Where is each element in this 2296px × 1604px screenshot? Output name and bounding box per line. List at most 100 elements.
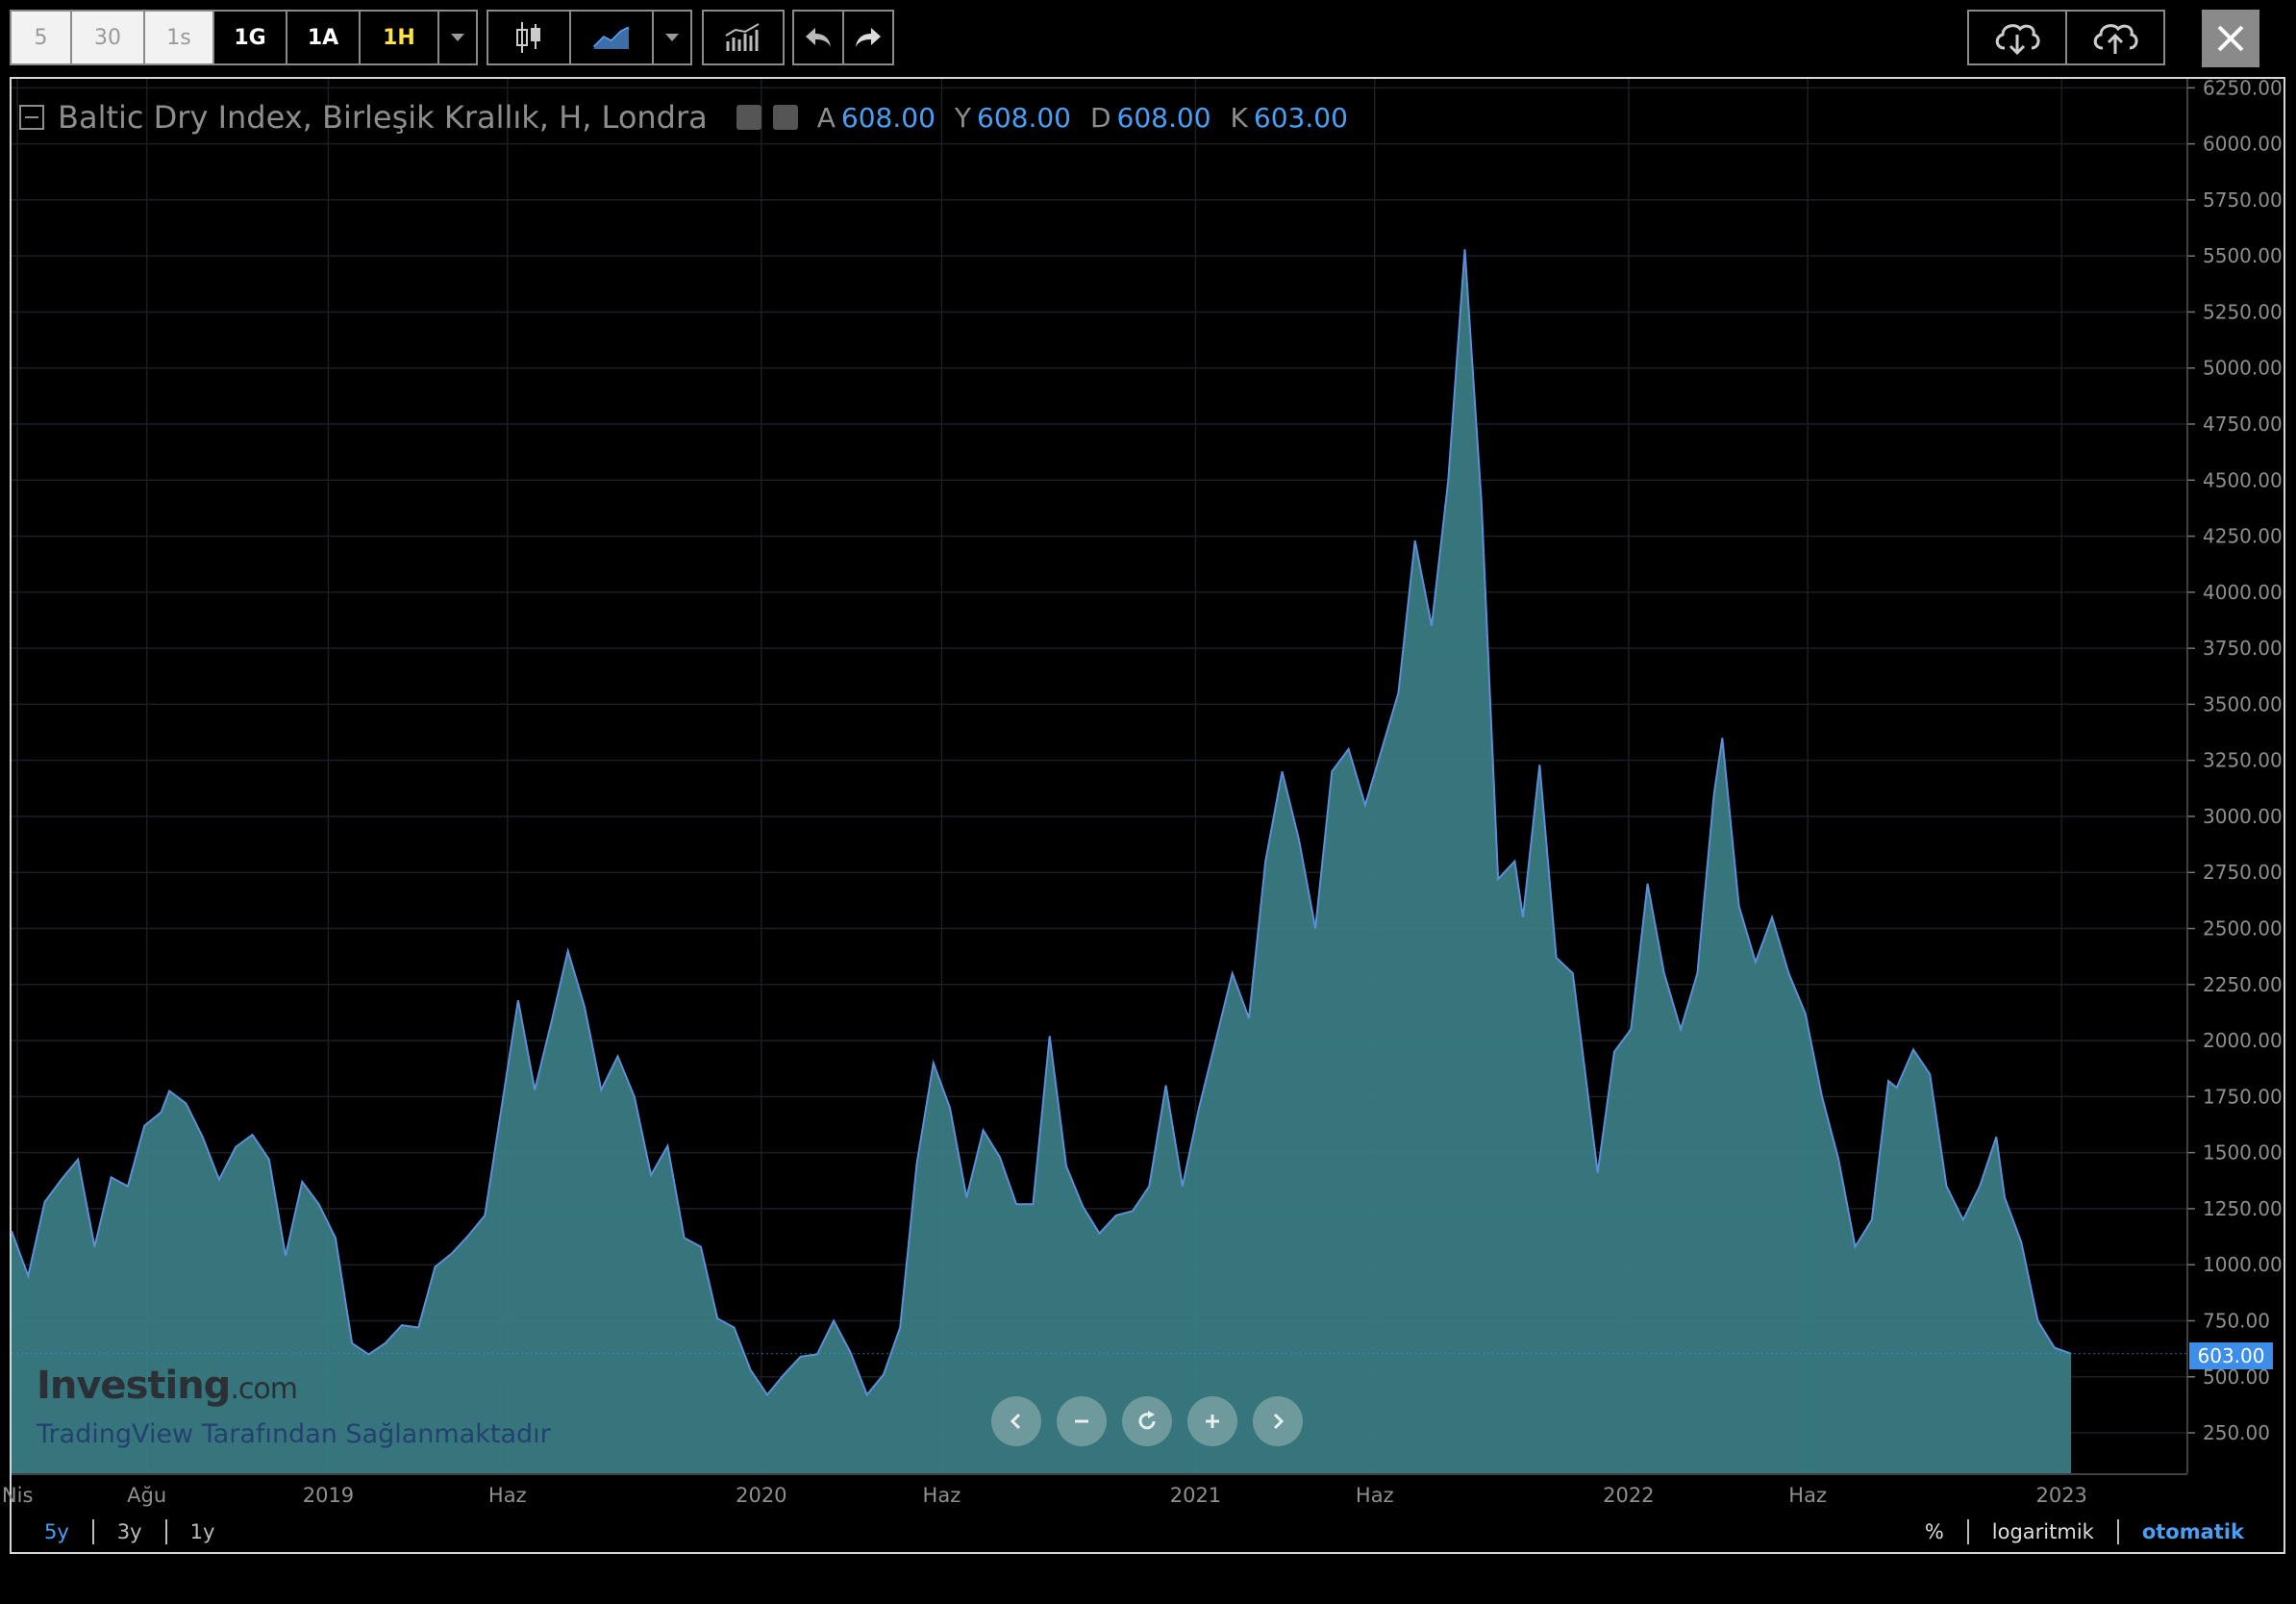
undo-button[interactable]	[792, 10, 844, 65]
zoom-in-button[interactable]	[1187, 1396, 1237, 1446]
interval-label: 1s	[166, 25, 191, 50]
range-5y-button[interactable]: 5y	[44, 1520, 69, 1543]
download-icon	[1995, 24, 2040, 56]
collapse-icon[interactable]	[19, 105, 44, 130]
interval-1s-button[interactable]: 1s	[143, 10, 214, 65]
low-label: D	[1089, 101, 1111, 134]
indicators-button[interactable]	[702, 10, 785, 65]
interval-30-button[interactable]: 30	[70, 10, 145, 65]
x-tick-label: 2022	[1603, 1484, 1654, 1507]
chart-frame	[10, 77, 2285, 1554]
y-tick-label: 4750.00	[2203, 413, 2283, 436]
line-chart-button[interactable]	[569, 10, 654, 65]
y-tick-label: 2750.00	[2203, 861, 2283, 884]
range-1y-button[interactable]: 1y	[189, 1520, 215, 1543]
upload-button[interactable]	[2065, 10, 2165, 65]
chart-legend: Baltic Dry Index, Birleşik Krallık, H, L…	[19, 96, 1348, 138]
y-tick-label: 2250.00	[2203, 973, 2283, 996]
x-tick-label: Haz	[1788, 1484, 1827, 1507]
y-axis: 250.00500.00750.001000.001250.001500.001…	[2186, 76, 2283, 1473]
close-icon	[2217, 25, 2244, 52]
y-tick-label: 4500.00	[2203, 468, 2283, 491]
divider	[91, 1519, 94, 1544]
candlestick-icon	[516, 22, 540, 53]
close-button[interactable]	[2202, 10, 2259, 67]
y-tick-label: 6250.00	[2203, 76, 2283, 99]
series-title: Baltic Dry Index, Birleşik Krallık, H, L…	[58, 99, 708, 136]
watermark: Investing.com TradingView Tarafından Sağ…	[37, 1364, 551, 1449]
series-area	[12, 249, 2072, 1474]
scroll-left-button[interactable]	[991, 1396, 1041, 1446]
redo-button[interactable]	[842, 10, 894, 65]
x-tick-label: 2020	[736, 1484, 786, 1507]
y-tick-label: 4250.00	[2203, 525, 2283, 548]
interval-1a-button[interactable]: 1A	[286, 10, 361, 65]
interval-dropdown-button[interactable]	[437, 10, 478, 65]
download-button[interactable]	[1967, 10, 2067, 65]
interval-5-button[interactable]: 5	[10, 10, 72, 65]
interval-1g-button[interactable]: 1G	[212, 10, 287, 65]
reset-button[interactable]	[1122, 1396, 1172, 1446]
refresh-icon	[1138, 1411, 1156, 1430]
chart-type-dropdown-button[interactable]	[652, 10, 692, 65]
last-price-tag: 603.00	[2189, 1342, 2273, 1369]
series-line	[11, 249, 2072, 1397]
redo-icon	[856, 28, 881, 47]
x-tick-label: 2019	[303, 1484, 354, 1507]
scroll-right-button[interactable]	[1253, 1396, 1303, 1446]
y-tick-label: 3750.00	[2203, 637, 2283, 660]
y-tick-label: 2000.00	[2203, 1029, 2283, 1052]
auto-scale-button[interactable]: otomatik	[2141, 1520, 2244, 1543]
interval-label: 1G	[234, 25, 266, 50]
provider-text: TradingView Tarafından Sağlanmaktadır	[37, 1419, 551, 1449]
y-tick-label: 3500.00	[2203, 692, 2283, 715]
divider	[2116, 1519, 2119, 1544]
high-value: 608.00	[977, 101, 1071, 134]
eye-icon[interactable]	[736, 105, 761, 130]
interval-label: 30	[94, 25, 121, 50]
x-tick-label: 2023	[2035, 1484, 2086, 1507]
range-selector: 5y 3y 1y	[21, 1519, 237, 1544]
y-tick-label: 5250.00	[2203, 300, 2283, 323]
range-3y-button[interactable]: 3y	[116, 1520, 142, 1543]
chart-area-layer	[11, 249, 2187, 1474]
candlestick-button[interactable]	[487, 10, 571, 65]
x-tick-label: Nis	[2, 1484, 33, 1507]
chevron-down-icon	[451, 34, 464, 41]
interval-label: 1H	[383, 25, 415, 50]
y-tick-label: 6000.00	[2203, 133, 2283, 156]
divider	[1966, 1519, 1969, 1544]
low-value: 608.00	[1116, 101, 1211, 134]
indicators-icon	[725, 23, 760, 51]
y-tick-label: 750.00	[2203, 1309, 2270, 1332]
line-chart-icon	[592, 26, 630, 49]
log-scale-button[interactable]: logaritmik	[1991, 1520, 2094, 1543]
plus-icon	[1206, 1415, 1219, 1428]
percent-scale-button[interactable]: %	[1924, 1520, 1944, 1543]
x-tick-label: Haz	[923, 1484, 961, 1507]
y-tick-label: 5000.00	[2203, 357, 2283, 380]
minus-icon	[1075, 1419, 1088, 1423]
interval-label: 1A	[307, 25, 339, 50]
y-tick-label: 1750.00	[2203, 1085, 2283, 1108]
settings-icon[interactable]	[772, 105, 798, 130]
chevron-right-icon	[1273, 1413, 1285, 1430]
x-tick-label: Haz	[488, 1484, 527, 1507]
x-tick-label: Haz	[1356, 1484, 1394, 1507]
y-tick-label: 5500.00	[2203, 244, 2283, 267]
undo-icon	[806, 28, 831, 47]
x-tick-label: 2021	[1170, 1484, 1221, 1507]
y-tick-label: 4000.00	[2203, 581, 2283, 604]
zoom-out-button[interactable]	[1057, 1396, 1107, 1446]
chevron-left-icon	[1010, 1413, 1021, 1430]
scale-selector: % logaritmik otomatik	[1902, 1519, 2267, 1544]
y-tick-label: 3000.00	[2203, 805, 2283, 828]
close-value: 603.00	[1253, 101, 1348, 134]
logo-suffix: .com	[230, 1372, 298, 1406]
close-label: K	[1230, 101, 1248, 134]
y-tick-label: 1500.00	[2203, 1141, 2283, 1165]
y-tick-label: 1250.00	[2203, 1197, 2283, 1220]
x-axis: Nis Ağu 2019 Haz 2020 Haz 2021 Haz 2022 Haz 2023	[2, 1473, 2187, 1507]
interval-label: 5	[34, 25, 48, 50]
